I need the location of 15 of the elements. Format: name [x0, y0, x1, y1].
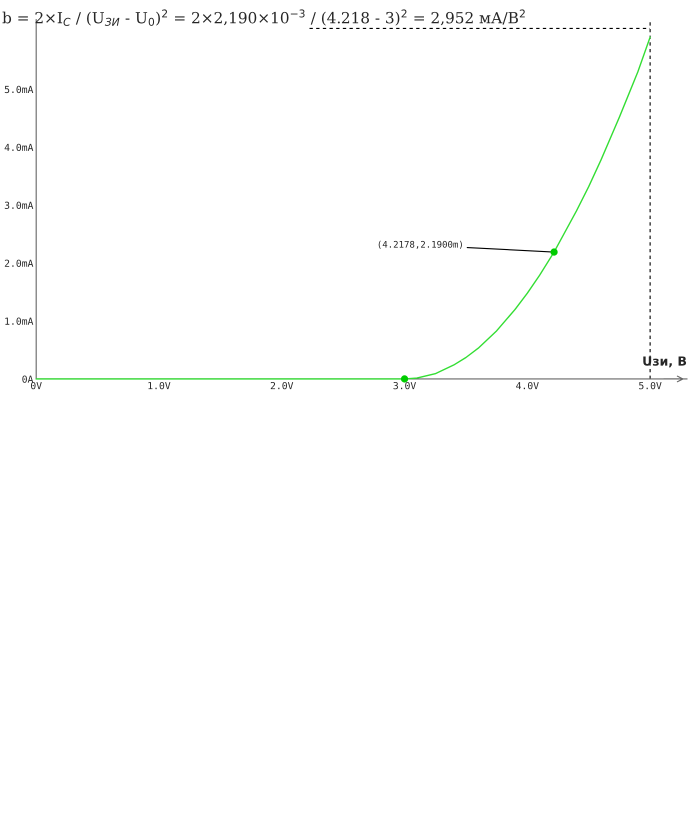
y-tick-label: 1.0mA — [5, 318, 34, 325]
chart-title: b = 2×I$_{C}$ / (U$_{ЗИ}$ - U$_{0}$)$^{2}$ = 2×2,190×10$^{−3}$ / (4.218 - 3)$^{2}$ = 2,952 мА/В$^{2}$ — [2, 9, 525, 26]
y-tick-label: 0A — [22, 375, 34, 383]
x-tick-label: 3.0V — [393, 382, 416, 390]
x-axis-title: Uзи, В — [643, 356, 686, 368]
annotation: (4.2178,2.1900m) — [378, 240, 462, 249]
x-tick-label: 1.0V — [148, 382, 170, 390]
y-tick-label: 2.0mA — [4, 260, 34, 267]
x-tick-label: 0V — [30, 382, 42, 390]
y-tick-label: 4.0mA — [4, 144, 34, 152]
x-tick-label: 5.0V — [639, 382, 662, 390]
y-tick-label: 3.0mA — [4, 202, 34, 209]
x-tick-label: 2.0V — [270, 382, 294, 390]
y-tick-label: 5.0mA — [4, 86, 34, 94]
x-tick-label: 4.0V — [516, 382, 539, 390]
